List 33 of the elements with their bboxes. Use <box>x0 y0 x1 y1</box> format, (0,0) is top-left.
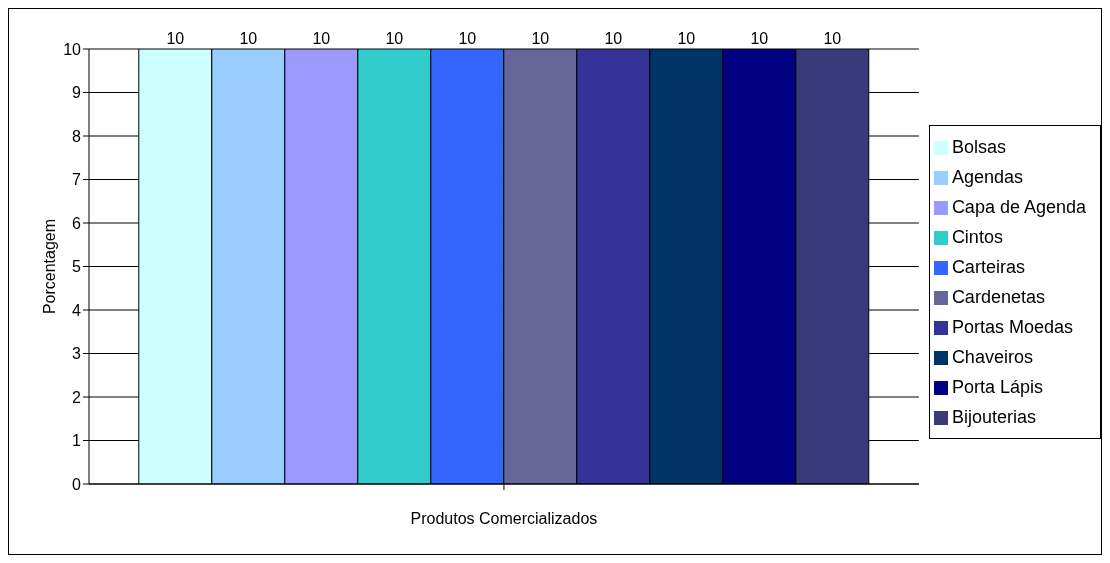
data-label: 10 <box>458 30 477 47</box>
legend-label: Chaveiros <box>951 346 1033 367</box>
y-tick-label: 0 <box>72 475 82 493</box>
data-label: 10 <box>823 30 842 47</box>
y-tick-label: 1 <box>72 432 82 450</box>
y-tick-label: 4 <box>72 301 82 319</box>
y-axis-title: Porcentagem <box>40 218 58 315</box>
data-label: 10 <box>239 30 258 47</box>
legend-label: Bolsas <box>951 136 1006 157</box>
y-tick-label: 5 <box>72 258 82 276</box>
legend-label: Cardenetas <box>951 286 1045 307</box>
y-tick-label: 8 <box>72 127 82 145</box>
y-tick-label: 9 <box>72 84 82 102</box>
y-tick-label: 10 <box>63 40 82 58</box>
legend-label: Carteiras <box>951 256 1025 277</box>
legend-label: Capa de Agenda <box>951 196 1086 217</box>
data-label: 10 <box>677 30 696 47</box>
legend-label: Agendas <box>951 166 1023 187</box>
legend-label: Portas Moedas <box>951 316 1073 337</box>
x-axis-title: Produtos Comercializados <box>410 510 598 527</box>
data-label: 10 <box>385 30 404 47</box>
data-label: 10 <box>604 30 623 47</box>
legend-label: Bijouterias <box>951 406 1036 427</box>
data-label: 10 <box>166 30 185 47</box>
legend-label: Porta Lápis <box>951 376 1043 397</box>
y-tick-label: 7 <box>72 171 82 189</box>
y-tick-label: 2 <box>72 388 82 406</box>
y-tick-label: 6 <box>72 214 82 232</box>
legend-label: Cintos <box>951 226 1003 247</box>
y-tick-label: 3 <box>72 345 82 363</box>
data-label: 10 <box>531 30 550 47</box>
data-label: 10 <box>750 30 769 47</box>
data-label: 10 <box>312 30 331 47</box>
